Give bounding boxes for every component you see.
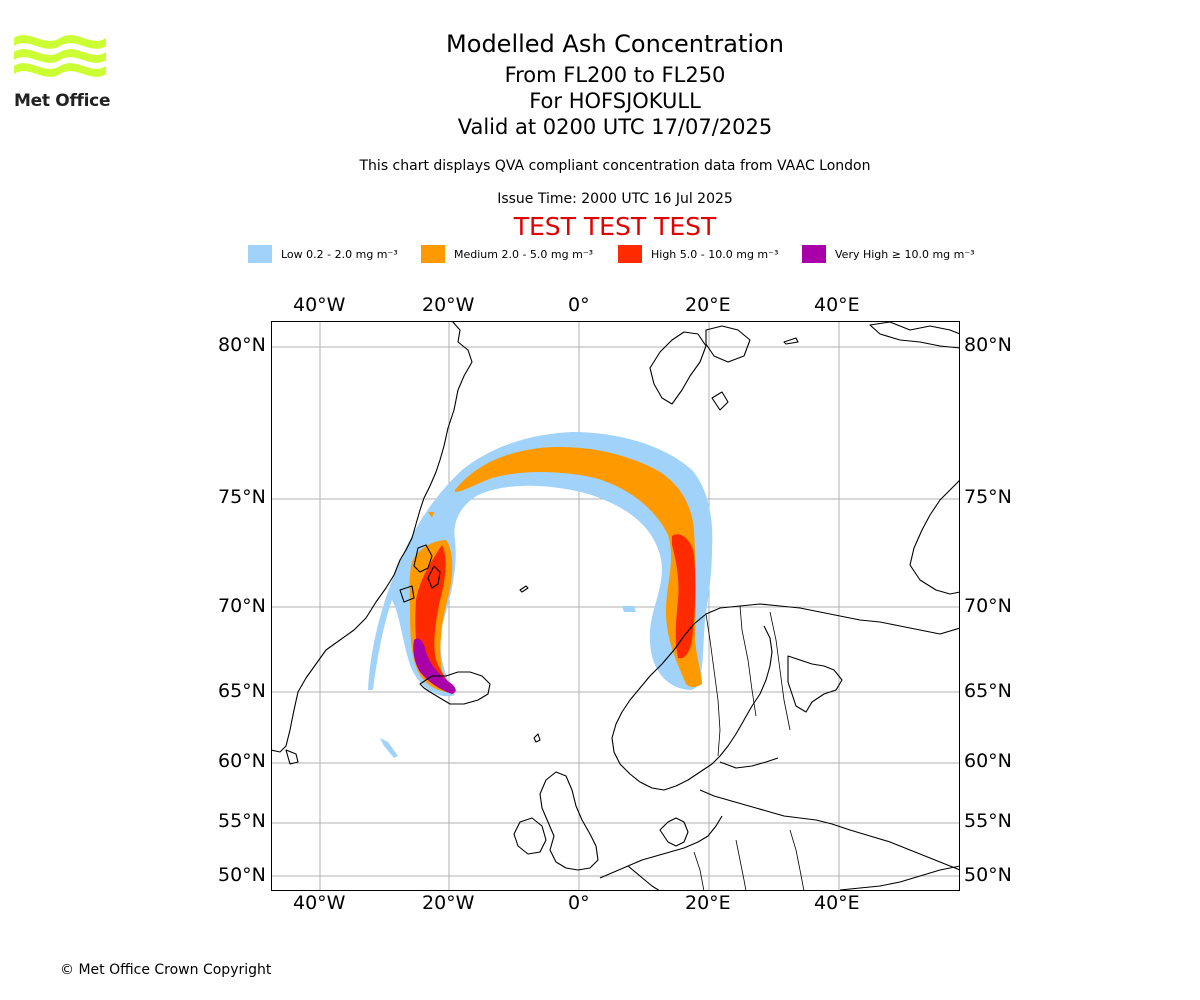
lon-label-top: 40°W <box>293 294 346 316</box>
legend-swatch-very-high <box>802 245 826 263</box>
lat-label-left: 65°N <box>218 680 266 702</box>
legend-swatch-medium <box>421 245 445 263</box>
legend-swatch-high <box>618 245 642 263</box>
legend-label-low: Low 0.2 - 2.0 mg m⁻³ <box>281 247 398 261</box>
lat-label-right: 65°N <box>964 680 1012 702</box>
lon-label-top: 20°W <box>422 294 475 316</box>
lat-label-right: 55°N <box>964 810 1012 832</box>
lon-label-bottom: 20°E <box>685 892 731 914</box>
volcano-name: For HOFSJOKULL <box>529 89 701 113</box>
flight-level-range: From FL200 to FL250 <box>504 63 726 87</box>
map-frame <box>271 321 960 891</box>
lat-label-right: 70°N <box>964 595 1012 617</box>
legend-label-high: High 5.0 - 10.0 mg m⁻³ <box>651 247 779 261</box>
lat-label-left: 60°N <box>218 750 266 772</box>
lon-label-top: 40°E <box>814 294 860 316</box>
lat-label-left: 70°N <box>218 595 266 617</box>
lat-label-left: 75°N <box>218 486 266 508</box>
ash-map <box>271 321 960 891</box>
legend-label-medium: Medium 2.0 - 5.0 mg m⁻³ <box>454 247 594 261</box>
legend-item-medium: Medium 2.0 - 5.0 mg m⁻³ <box>421 244 593 264</box>
lon-label-bottom: 40°E <box>814 892 860 914</box>
lon-label-top: 20°E <box>685 294 731 316</box>
chart-description: This chart displays QVA compliant concen… <box>359 158 871 174</box>
lat-label-left: 55°N <box>218 810 266 832</box>
issue-time: Issue Time: 2000 UTC 16 Jul 2025 <box>497 191 733 207</box>
lon-label-bottom: 20°W <box>422 892 475 914</box>
ash-region-very-high <box>413 638 456 694</box>
valid-time: Valid at 0200 UTC 17/07/2025 <box>457 115 773 139</box>
chart-title: Modelled Ash Concentration <box>446 30 784 58</box>
country-borders <box>693 605 805 891</box>
lon-label-bottom: 0° <box>568 892 590 914</box>
lon-label-bottom: 40°W <box>293 892 346 914</box>
lat-label-right: 50°N <box>964 864 1012 886</box>
met-office-waves-icon <box>14 35 106 77</box>
test-banner: TEST TEST TEST <box>513 212 717 241</box>
lat-label-right: 75°N <box>964 486 1012 508</box>
legend-label-very-high: Very High ≥ 10.0 mg m⁻³ <box>835 247 975 261</box>
lon-label-top: 0° <box>568 294 590 316</box>
legend-item-high: High 5.0 - 10.0 mg m⁻³ <box>618 244 778 264</box>
legend-swatch-low <box>248 245 272 263</box>
lat-label-right: 60°N <box>964 750 1012 772</box>
ash-region-low <box>368 432 713 758</box>
legend-item-very-high: Very High ≥ 10.0 mg m⁻³ <box>802 244 975 264</box>
lat-label-left: 80°N <box>218 334 266 356</box>
legend-item-low: Low 0.2 - 2.0 mg m⁻³ <box>248 244 398 264</box>
lat-label-right: 80°N <box>964 334 1012 356</box>
coastlines <box>271 321 960 891</box>
met-office-logo: Met Office <box>14 30 114 112</box>
logo-text: Met Office <box>14 91 111 111</box>
copyright-notice: © Met Office Crown Copyright <box>60 962 272 978</box>
lat-label-left: 50°N <box>218 864 266 886</box>
